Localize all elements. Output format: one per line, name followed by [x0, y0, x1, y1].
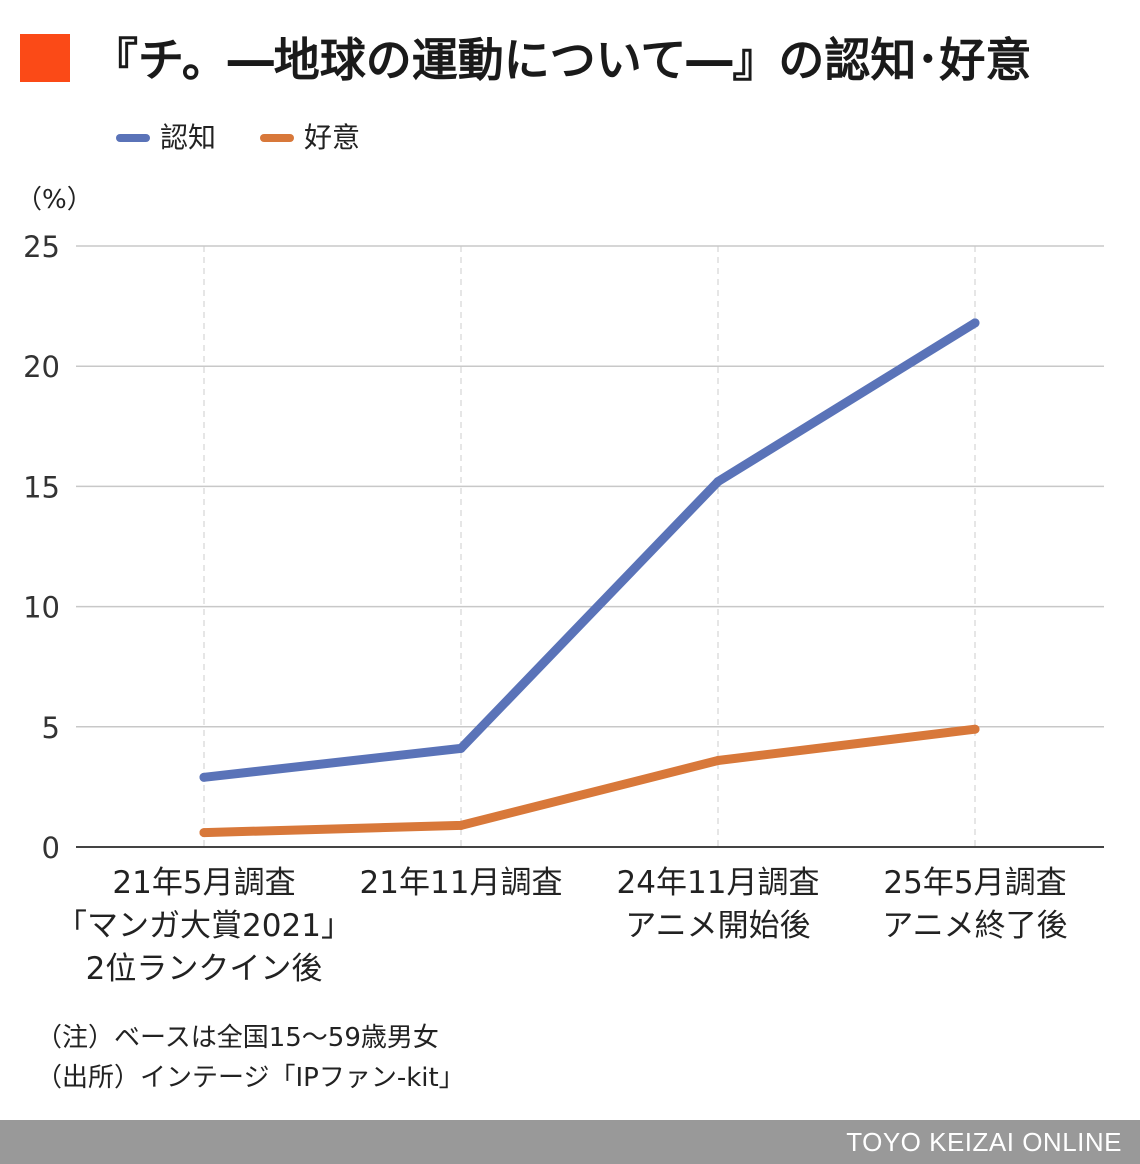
- x-tick-label-3-1: アニメ終了後: [882, 908, 1067, 944]
- legend-label-recognition: 認知: [160, 121, 217, 154]
- y-tick-label-20: 20: [23, 350, 60, 384]
- data-point-recognition-1: [456, 743, 466, 753]
- data-point-favorability-2: [713, 756, 723, 765]
- legend: 認知 好意: [116, 116, 360, 160]
- legend-swatch-favorability: [260, 134, 295, 142]
- data-point-recognition-2: [713, 477, 723, 487]
- y-tick-label-15: 15: [23, 470, 60, 504]
- x-tick-label-1-0: 21年11月調査: [360, 865, 563, 901]
- y-tick-label-0: 0: [42, 831, 60, 865]
- data-point-recognition-3: [970, 318, 980, 328]
- line-chart: 0 5 10 15 20 25 21年5月調査「マンガ大賞2021」 2位ランクイン後 21年1…: [23, 230, 1104, 987]
- x-tick-label-3-0: 25年5月調査: [883, 865, 1066, 901]
- legend-swatch-recognition: [116, 134, 150, 142]
- y-tick-label-10: 10: [23, 591, 60, 625]
- title-accent-square: [20, 34, 70, 82]
- y-tick-label-25: 25: [23, 230, 60, 264]
- x-tick-label-0-0: 21年5月調査: [112, 865, 295, 901]
- data-point-favorability-1: [456, 820, 466, 830]
- data-point-favorability-0: [199, 828, 209, 838]
- series-line-favorability: [199, 724, 980, 838]
- legend-label-favorability: 好意: [304, 121, 361, 154]
- x-tick-label-2-1: アニメ開始後: [625, 908, 810, 944]
- legend-item-favorability: 好意: [260, 116, 360, 160]
- data-point-recognition-0: [199, 772, 209, 782]
- footer-bar: TOYO KEIZAI ONLINE: [0, 1120, 1140, 1164]
- y-axis-unit-label: （%）: [16, 185, 93, 215]
- x-tick-label-2-0: 24年11月調査: [617, 865, 820, 901]
- data-point-favorability-3: [970, 724, 980, 734]
- x-tick-label-0-2: 2位ランクイン後: [86, 951, 323, 987]
- note-base: （注）ベースは全国15～59歳男女: [36, 1023, 439, 1053]
- notes: （注）ベースは全国15～59歳男女 （出所）インテージ「IPファン-kit」: [36, 1018, 465, 1098]
- legend-item-recognition: 認知: [116, 116, 216, 160]
- note-source: （出所）インテージ「IPファン-kit」: [36, 1063, 465, 1093]
- x-tick-label-0-1: 「マンガ大賞2021」: [56, 908, 352, 944]
- y-tick-label-5: 5: [42, 711, 60, 745]
- series-line-recognition: [199, 318, 980, 782]
- brand-label: TOYO KEIZAI ONLINE: [846, 1127, 1122, 1157]
- chart-title: 『チ。―地球の運動について―』の認知･好意: [92, 33, 1032, 87]
